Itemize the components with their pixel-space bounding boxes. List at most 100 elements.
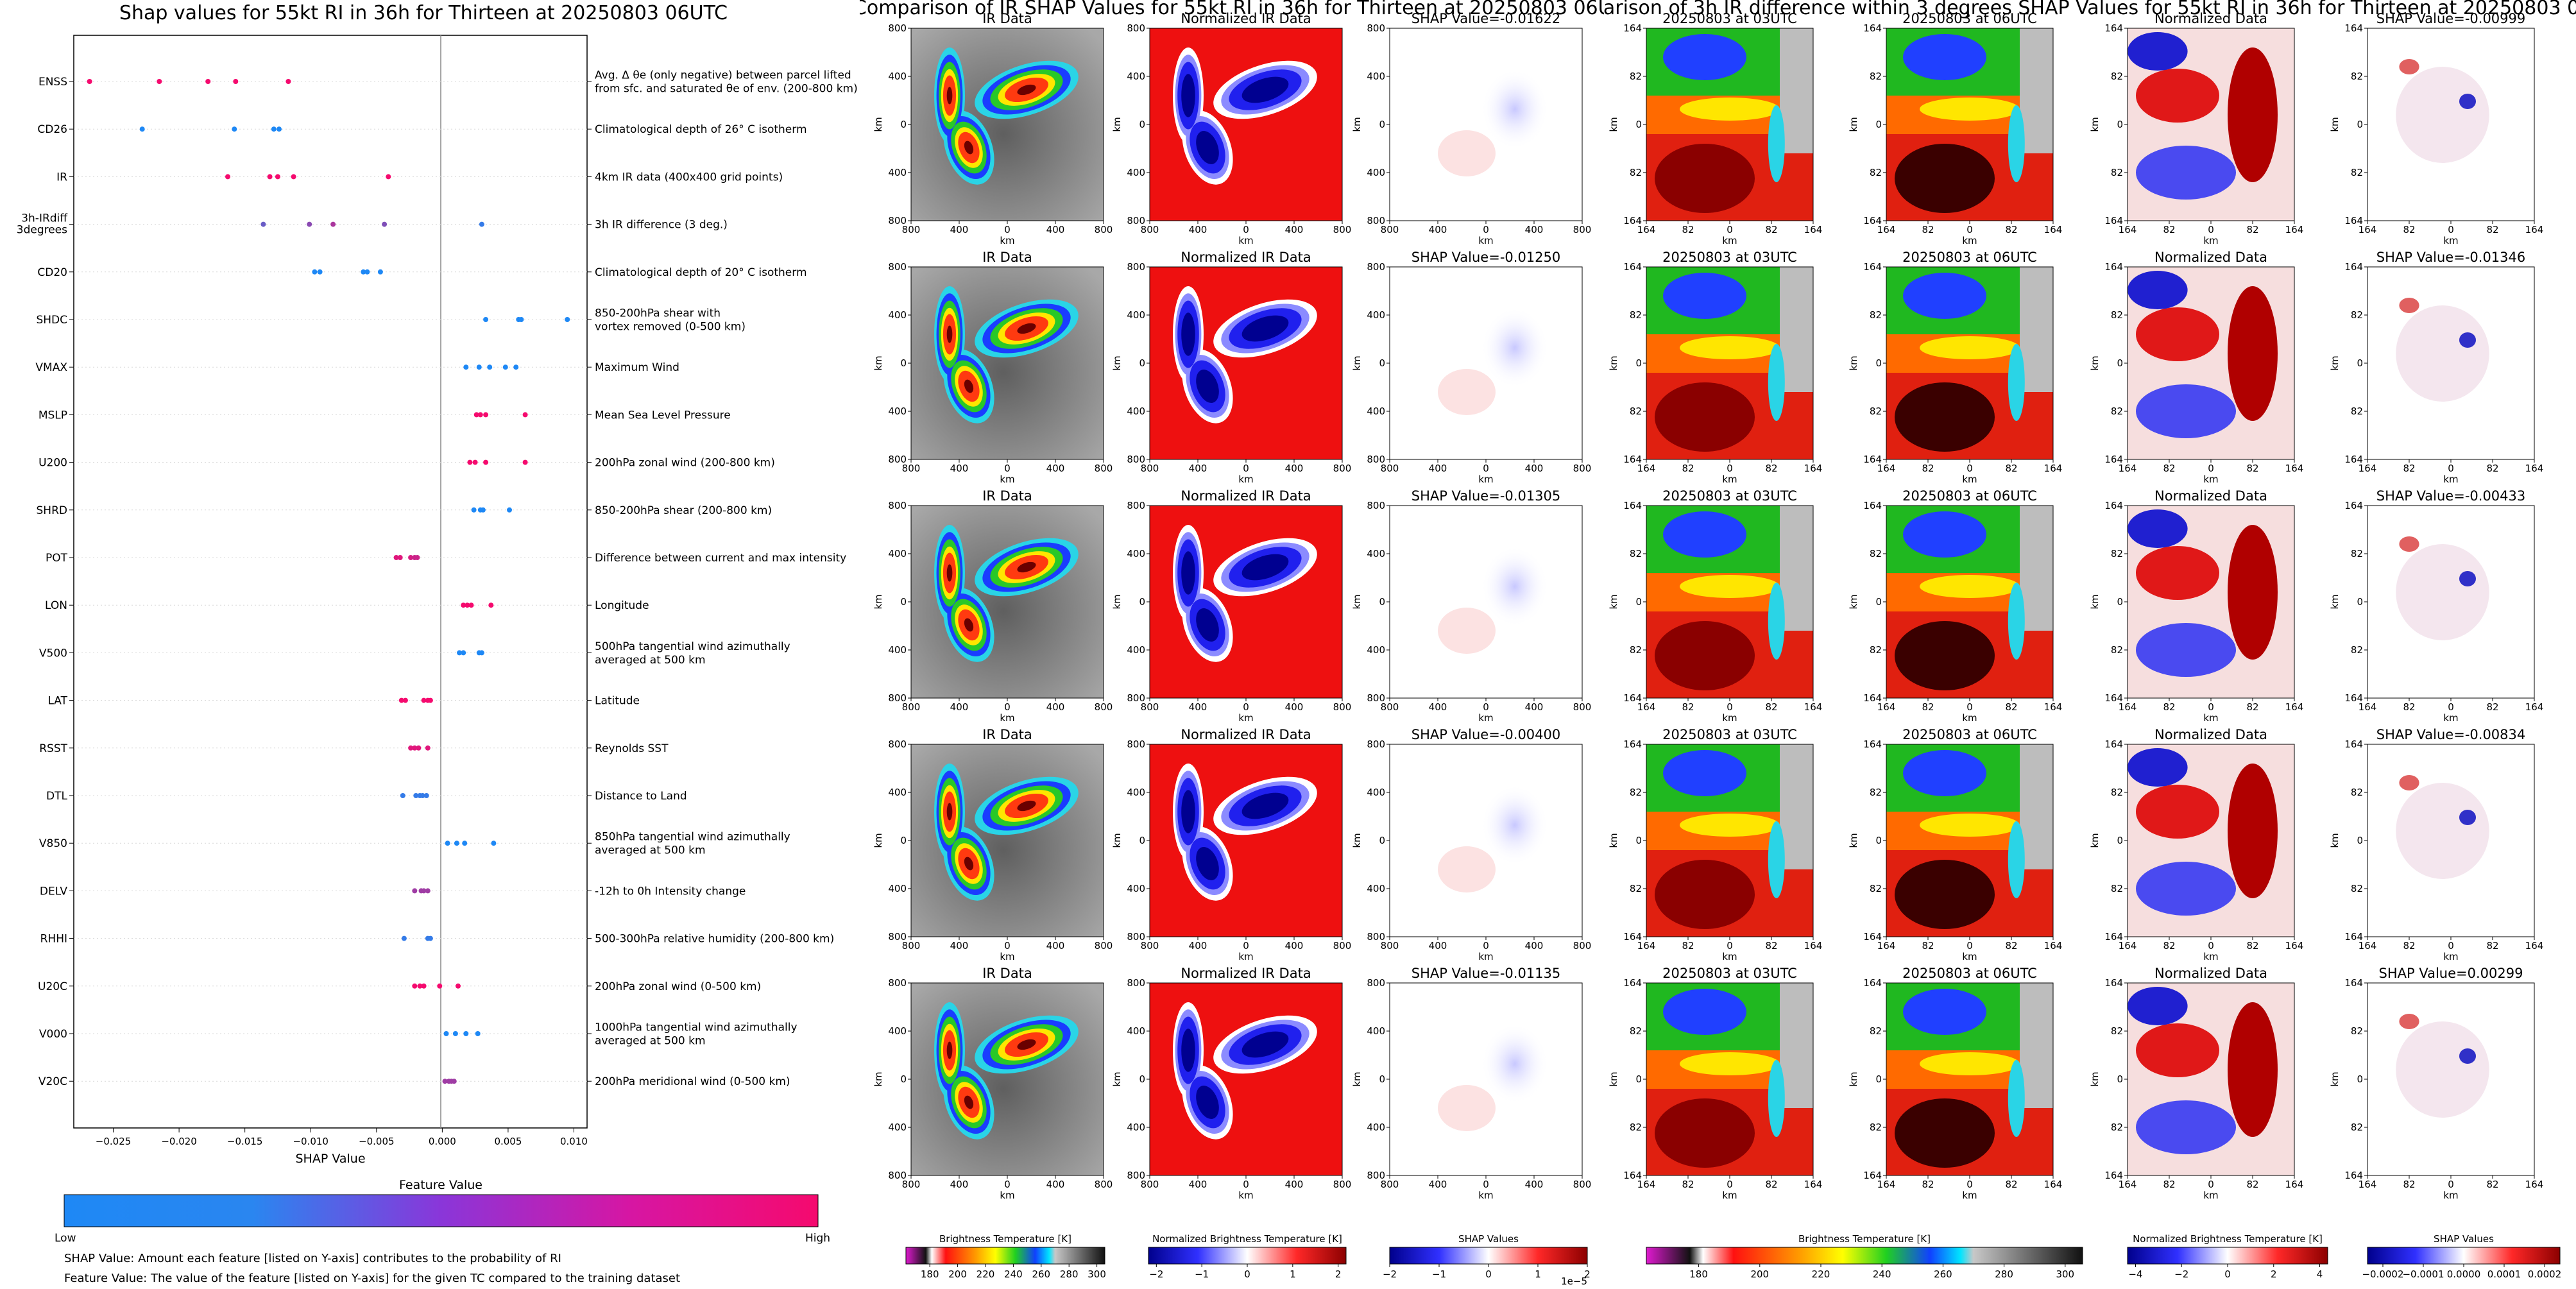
x-tick-label: 82 xyxy=(1765,701,1777,713)
y-tick-label: 164 xyxy=(1863,454,1882,465)
y-tick-label: 164 xyxy=(2344,1170,2363,1181)
x-tick-label: 400 xyxy=(1429,940,1447,952)
x-tick-label: 0 xyxy=(1004,701,1011,713)
panel-title: IR Data xyxy=(982,488,1032,504)
x-tick-label: 164 xyxy=(2044,1179,2063,1190)
x-tick-label: 164 xyxy=(2044,224,2063,235)
x-axis-label: km xyxy=(1238,951,1253,962)
x-tick-label: 400 xyxy=(1429,1179,1447,1190)
shap-point xyxy=(513,364,519,370)
shap-point xyxy=(502,364,508,370)
panel-title: SHAP Value=-0.01346 xyxy=(2376,250,2526,265)
x-tick-label: −0.020 xyxy=(161,1136,197,1147)
y-tick-label: 164 xyxy=(1863,261,1882,273)
y-tick-label: 0 xyxy=(2357,835,2363,846)
y-axis-label: km xyxy=(1608,594,1619,609)
x-axis-label: km xyxy=(1962,951,1977,962)
colorbar-tick-label: 2 xyxy=(1584,1268,1591,1280)
x-tick-label: 800 xyxy=(1573,701,1592,713)
y-tick-label: 164 xyxy=(2104,1170,2123,1181)
feature-name: V000 xyxy=(39,1028,67,1041)
x-tick-label: 164 xyxy=(2044,701,2063,713)
panel-title: SHAP Value=-0.01250 xyxy=(1412,250,1561,265)
feature-description: 3h IR difference (3 deg.) xyxy=(595,219,728,232)
shap-point xyxy=(427,935,433,941)
temperature-region xyxy=(1655,621,1755,690)
colorbar-tick-label: 200 xyxy=(948,1268,967,1280)
colorbar-tick-label: 1 xyxy=(1290,1268,1296,1280)
x-tick-label: 400 xyxy=(1429,463,1447,474)
shap-point xyxy=(377,269,383,275)
y-axis-label: km xyxy=(2329,594,2341,609)
x-tick-label: 164 xyxy=(2119,224,2137,235)
colorbar-tick-label: 0.0001 xyxy=(2487,1268,2521,1280)
x-tick-label: 800 xyxy=(1095,224,1113,235)
x-tick-label: 800 xyxy=(1333,701,1352,713)
x-tick-label: 164 xyxy=(1804,940,1823,952)
shap-point xyxy=(463,1031,469,1036)
x-tick-label: 800 xyxy=(1095,701,1113,713)
y-tick-label: 82 xyxy=(2111,167,2123,178)
y-tick-label: 400 xyxy=(888,883,907,894)
x-tick-label: 800 xyxy=(1333,1179,1352,1190)
colorbar-tick-label: 240 xyxy=(1004,1268,1023,1280)
panel-title: SHAP Value=-0.01135 xyxy=(1412,966,1561,981)
cloud-blob xyxy=(1181,74,1195,117)
x-axis-label: km xyxy=(2203,235,2218,246)
y-tick-label: 164 xyxy=(1623,500,1642,511)
shap-point xyxy=(472,459,478,465)
y-axis-label: km xyxy=(1351,833,1363,848)
x-axis-label: km xyxy=(1238,712,1253,724)
ir-shap-comparison: Comparison of IR SHAP Values for 55kt RI… xyxy=(860,0,1604,1287)
x-tick-label: 164 xyxy=(2119,701,2137,713)
panel-title: SHAP Value=-0.00999 xyxy=(2376,11,2526,26)
y-axis-label: km xyxy=(1848,117,1859,132)
feature-description: Reynolds SST xyxy=(595,742,669,755)
y-tick-label: 82 xyxy=(1870,1122,1882,1133)
x-tick-label: 400 xyxy=(950,463,969,474)
x-tick-label: 400 xyxy=(1189,463,1207,474)
feature-name: CD20 xyxy=(37,266,67,279)
shap-point xyxy=(565,317,570,322)
shap-blob xyxy=(2396,783,2489,879)
temperature-region xyxy=(2008,1060,2025,1137)
shap-point xyxy=(205,79,211,84)
shap-point xyxy=(232,126,237,132)
cloud-blob xyxy=(1017,84,1036,96)
y-tick-label: 164 xyxy=(2104,261,2123,273)
x-tick-label: 800 xyxy=(1573,1179,1592,1190)
y-tick-label: 0 xyxy=(1379,835,1385,846)
y-tick-label: 800 xyxy=(888,261,907,273)
note-feature-value: Feature Value: The value of the feature … xyxy=(64,1272,680,1285)
x-tick-label: 0 xyxy=(2448,701,2454,713)
x-tick-label: 400 xyxy=(1046,1179,1065,1190)
y-tick-label: 0 xyxy=(1635,357,1642,369)
ir-title: Comparison of IR SHAP Values for 55kt RI… xyxy=(860,0,1604,19)
x-tick-label: 800 xyxy=(1333,940,1352,952)
shap-point xyxy=(465,602,470,608)
y-tick-label: 0 xyxy=(1139,835,1145,846)
y-axis-label: km xyxy=(873,355,884,370)
shap-blob xyxy=(1438,608,1496,654)
cloud-blob xyxy=(1241,792,1289,819)
y-tick-label: 800 xyxy=(1367,22,1385,34)
y-tick-label: 800 xyxy=(1367,977,1385,989)
x-tick-label: 82 xyxy=(2486,1179,2498,1190)
colorbar-title: Brightness Temperature [K] xyxy=(1798,1233,1931,1245)
y-tick-label: 400 xyxy=(1367,167,1385,178)
x-tick-label: 800 xyxy=(902,224,921,235)
y-tick-label: 164 xyxy=(2104,931,2123,943)
x-tick-label: 82 xyxy=(2246,701,2258,713)
x-tick-label: 164 xyxy=(2525,1179,2544,1190)
shap-point xyxy=(452,1031,458,1036)
panel-title: SHAP Value=-0.00834 xyxy=(2376,727,2526,742)
x-tick-label: 400 xyxy=(1285,701,1304,713)
feature-name: LON xyxy=(45,599,67,612)
temperature-region xyxy=(2020,744,2053,869)
panel-title: Normalized Data xyxy=(2154,488,2267,504)
temperature-region xyxy=(2008,344,2025,421)
